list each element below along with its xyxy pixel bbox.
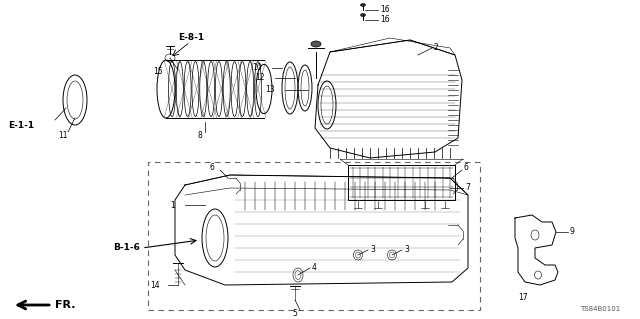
Text: 3: 3: [370, 246, 375, 255]
Text: 7: 7: [465, 183, 470, 192]
Text: 13: 13: [266, 85, 275, 94]
Text: 17: 17: [518, 293, 527, 302]
Text: FR.: FR.: [55, 300, 76, 310]
Text: 6: 6: [464, 164, 469, 173]
Text: 16: 16: [380, 16, 390, 25]
Bar: [348, 165, 455, 200]
Text: 14: 14: [150, 280, 160, 290]
Text: B-1-6: B-1-6: [113, 243, 140, 253]
Text: 1: 1: [170, 201, 175, 210]
Text: 16: 16: [380, 5, 390, 14]
Ellipse shape: [360, 4, 365, 6]
Ellipse shape: [311, 41, 321, 47]
Text: 6: 6: [209, 164, 214, 173]
Bar: [148, 162, 480, 310]
Text: 5: 5: [292, 308, 298, 317]
Ellipse shape: [360, 13, 365, 17]
Text: E-1-1: E-1-1: [8, 121, 34, 130]
Text: 9: 9: [570, 227, 575, 236]
Text: 4: 4: [312, 263, 317, 272]
Text: E-8-1: E-8-1: [178, 33, 204, 42]
Text: 11: 11: [58, 130, 68, 139]
Text: 8: 8: [198, 130, 202, 139]
Text: 15: 15: [154, 68, 163, 77]
Text: 10: 10: [252, 63, 262, 72]
Text: 12: 12: [255, 73, 265, 83]
Text: 3: 3: [404, 246, 409, 255]
Text: TS84B0101: TS84B0101: [580, 306, 620, 312]
Text: 2: 2: [434, 43, 439, 53]
